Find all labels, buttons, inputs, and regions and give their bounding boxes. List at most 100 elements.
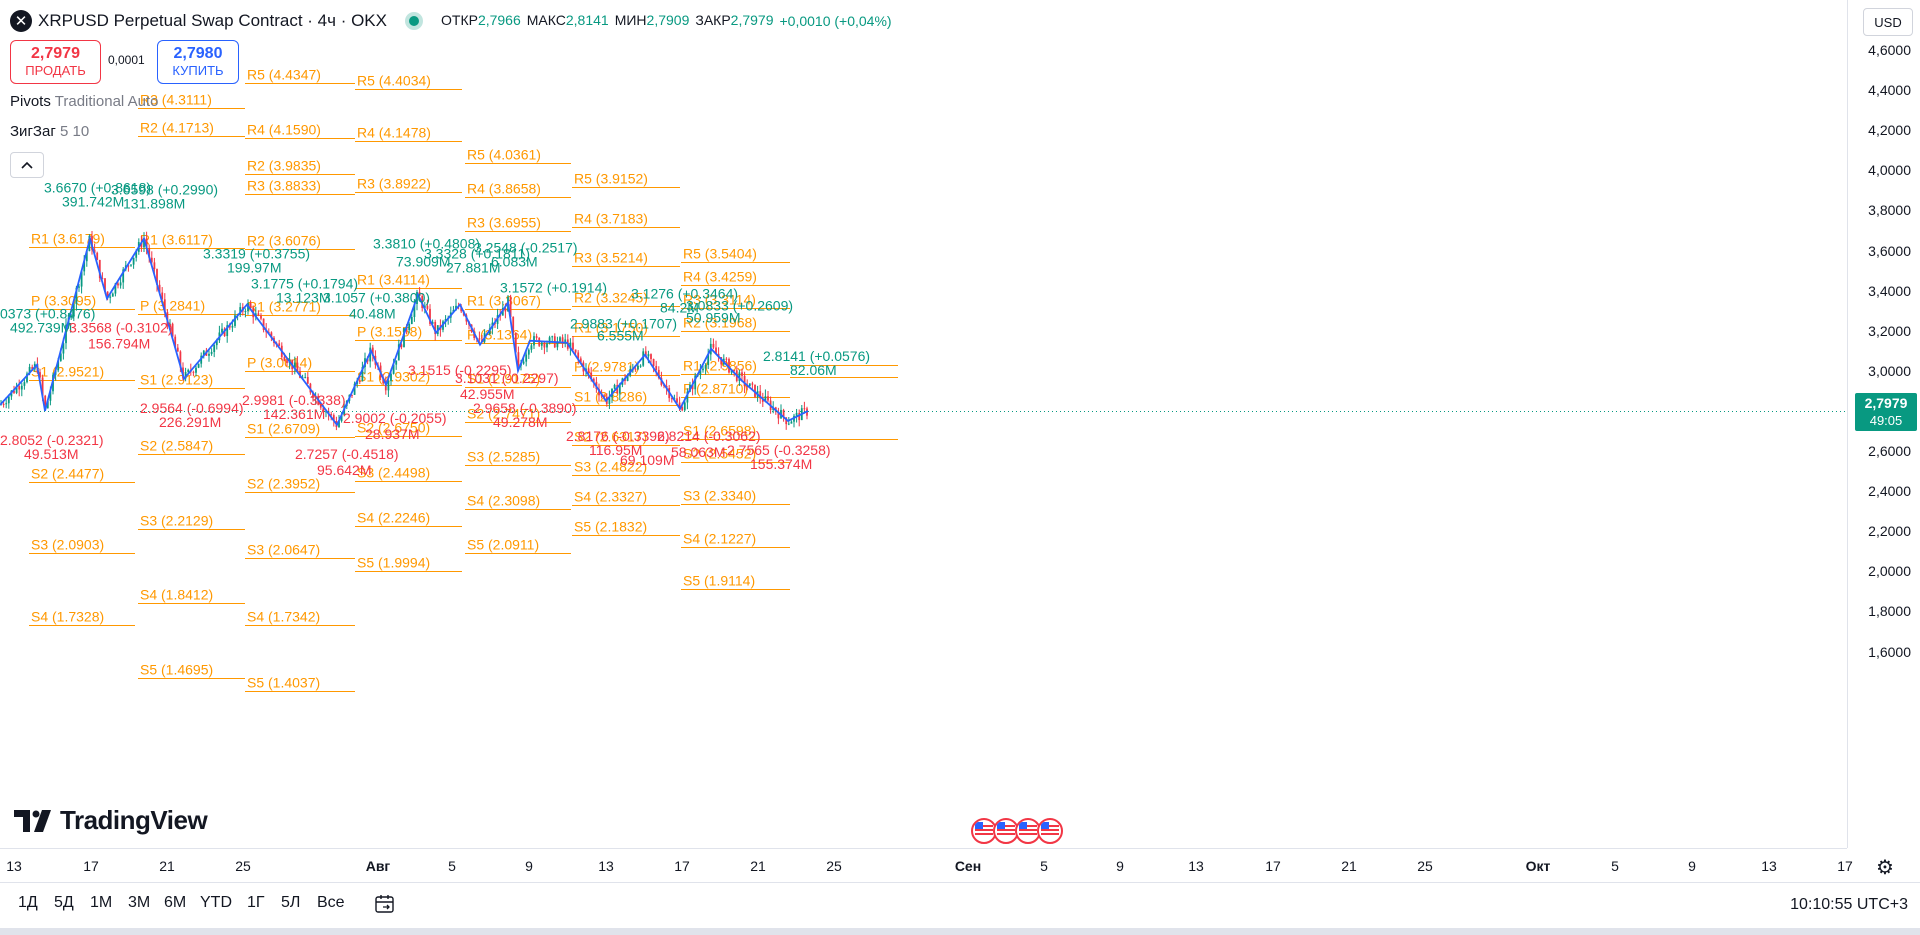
candle-body [790, 421, 793, 424]
indicator-legend-zigzag[interactable]: ЗигЗаг 5 10 [10, 123, 89, 140]
range-button[interactable]: 1Г [247, 894, 265, 911]
zigzag-annotation: 6.555M [597, 328, 644, 344]
zigzag-annotation: 3.1276 (+0.3464) [631, 286, 738, 302]
ohlc-value: 2,8141 [565, 12, 609, 28]
time-tick: 13 [1761, 858, 1777, 874]
range-button[interactable]: 5Л [281, 894, 301, 911]
pivot-label: S1 (2.6709) [247, 421, 320, 437]
pivot-label: P (2.9781) [574, 359, 639, 375]
candle-body [699, 370, 702, 375]
candle-body [639, 365, 642, 367]
clock[interactable]: 10:10:55 UTC+3 [1790, 896, 1908, 913]
pivot-label: R3 (3.6955) [467, 215, 541, 231]
price-tick: 1,8000 [1868, 603, 1911, 620]
candle-body [410, 316, 413, 325]
candle-body [244, 311, 247, 313]
economic-events[interactable] [971, 818, 1063, 844]
candle-body [179, 351, 182, 368]
range-button[interactable]: 5Д [54, 894, 74, 911]
candle-body [228, 325, 231, 328]
candle-body [143, 238, 145, 248]
us-flag-icon[interactable] [1037, 818, 1063, 844]
candle-body [759, 391, 762, 399]
candle-body [592, 378, 595, 382]
candle-body [569, 342, 572, 349]
candle-body [574, 349, 577, 353]
candle-body [608, 397, 611, 404]
zigzag-annotation: 3.1775 (+0.1794) [251, 276, 358, 292]
symbol-title[interactable]: XRPUSD Perpetual Swap Contract · 4ч · OK… [38, 11, 387, 30]
buy-price: 2,7980 [173, 45, 223, 62]
time-tick: 13 [1188, 858, 1204, 874]
buy-button[interactable]: 2,7980 КУПИТЬ [157, 40, 239, 84]
calendar-icon[interactable] [374, 893, 396, 915]
sell-button[interactable]: 2,7979 ПРОДАТЬ [10, 40, 101, 84]
candle-body [221, 328, 223, 333]
pivot-label: R1 (3.3067) [467, 293, 541, 309]
range-button[interactable]: 1М [90, 894, 113, 911]
candle-body [353, 383, 356, 395]
zigzag-annotation: 3.6670 (+0.8618) [44, 179, 151, 195]
range-button[interactable]: Все [317, 894, 345, 911]
candle-body [397, 344, 400, 361]
pivot-label: S4 (1.7342) [247, 609, 320, 625]
pivot-label: P (3.2841) [140, 298, 205, 314]
pivot-label: R5 (3.9152) [574, 171, 648, 187]
range-button[interactable]: 3М [128, 894, 151, 911]
candle-body [683, 402, 686, 411]
tradingview-logo[interactable]: TradingView [14, 805, 208, 836]
candle-body [96, 252, 99, 260]
candle-body [119, 282, 122, 286]
gear-icon[interactable]: ⚙ [1876, 857, 1894, 879]
range-button[interactable]: YTD [200, 894, 232, 911]
time-tick: Авг [365, 858, 391, 874]
candle-body [681, 406, 684, 411]
candle-body [75, 287, 78, 304]
range-button[interactable]: 1Д [18, 894, 38, 911]
candle-body [403, 328, 405, 348]
zigzag-annotation: 2.9658 (-0.3890) [473, 400, 577, 416]
zigzag-annotation: 142.361M [263, 406, 325, 422]
price-tick: 2,4000 [1868, 483, 1911, 500]
candle-body [509, 296, 512, 317]
candle-body [31, 366, 34, 370]
time-tick: 17 [1837, 858, 1853, 874]
currency-select[interactable]: USD [1863, 8, 1913, 36]
pivot-label: S1 (2.9123) [140, 372, 213, 388]
candle-body [540, 342, 543, 346]
collapse-legend-button[interactable] [10, 152, 44, 178]
candle-body [707, 354, 710, 366]
pivot-label: S3 (2.3340) [683, 488, 756, 504]
time-tick: 21 [1341, 858, 1357, 874]
candle-body [62, 343, 65, 354]
candle-body [715, 347, 717, 354]
time-tick: 5 [1040, 858, 1048, 874]
candle-body [691, 384, 694, 390]
candle-body [260, 315, 262, 319]
exchange-logo-icon[interactable]: ✕ [10, 10, 32, 32]
zigzag-annotation: 2.9564 (-0.6994) [140, 400, 244, 416]
candle-body [408, 324, 411, 331]
price-change: +0,0010 (+0,04%) [779, 13, 892, 29]
pivot-label: R4 (3.7183) [574, 211, 648, 227]
time-axis[interactable]: 13 17 21 25 Авг 5 9 13 17 21 25 Сен 5 9 13 17 21 25 Окт 5 9 1… [0, 848, 1853, 883]
zigzag-annotation: 3.3810 (+0.4808) [373, 235, 480, 251]
market-status-icon[interactable] [409, 16, 419, 26]
candle-body [338, 421, 340, 428]
chart-pane[interactable]: R1 (3.6179) P (3.3095) S1 (2.9521) S2 (2.44… [0, 0, 1847, 848]
candle-body [738, 372, 741, 381]
range-button[interactable]: 6М [164, 894, 187, 911]
zigzag-annotation: 58.063M [671, 444, 725, 460]
time-tick: 17 [674, 858, 690, 874]
candle-body [358, 380, 361, 382]
candle-body [551, 336, 554, 338]
indicator-legend-pivots[interactable]: Pivots Traditional Auto [10, 93, 158, 110]
us-flag-icon[interactable] [971, 818, 997, 844]
us-flag-icon[interactable] [993, 818, 1019, 844]
candle-body [322, 407, 325, 412]
pivot-label: P (2.8710) [683, 381, 748, 397]
candle-body [158, 284, 161, 293]
candle-body [712, 343, 715, 348]
candle-body [530, 345, 533, 350]
price-chart[interactable]: R1 (3.6179) P (3.3095) S1 (2.9521) S2 (2.44… [0, 0, 1847, 848]
